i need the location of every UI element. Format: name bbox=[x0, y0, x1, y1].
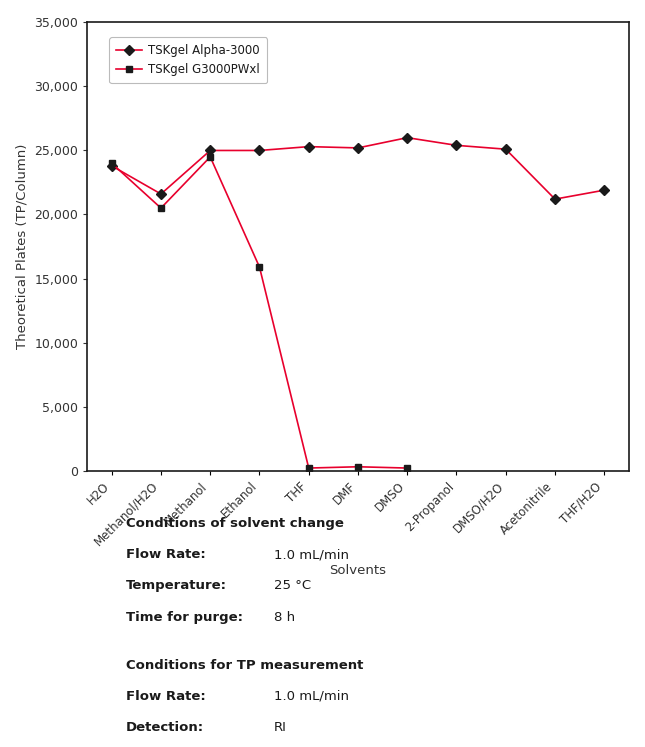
Legend: TSKgel Alpha-3000, TSKgel G3000PWxl: TSKgel Alpha-3000, TSKgel G3000PWxl bbox=[109, 37, 267, 84]
Text: Temperature:: Temperature: bbox=[126, 580, 227, 592]
Text: 1.0 mL/min: 1.0 mL/min bbox=[274, 690, 349, 703]
Text: 25 °C: 25 °C bbox=[274, 580, 312, 592]
Text: Conditions of solvent change: Conditions of solvent change bbox=[126, 517, 344, 530]
Text: Flow Rate:: Flow Rate: bbox=[126, 548, 206, 561]
Text: 1.0 mL/min: 1.0 mL/min bbox=[274, 548, 349, 561]
Text: Flow Rate:: Flow Rate: bbox=[126, 690, 206, 703]
Text: RI: RI bbox=[274, 722, 287, 734]
Text: 8 h: 8 h bbox=[274, 611, 295, 624]
Text: Conditions for TP measurement: Conditions for TP measurement bbox=[126, 659, 363, 672]
Text: Detection:: Detection: bbox=[126, 722, 204, 734]
Text: Solvents: Solvents bbox=[330, 564, 386, 577]
Text: Time for purge:: Time for purge: bbox=[126, 611, 243, 624]
Y-axis label: Theoretical Plates (TP/Column): Theoretical Plates (TP/Column) bbox=[15, 144, 28, 349]
